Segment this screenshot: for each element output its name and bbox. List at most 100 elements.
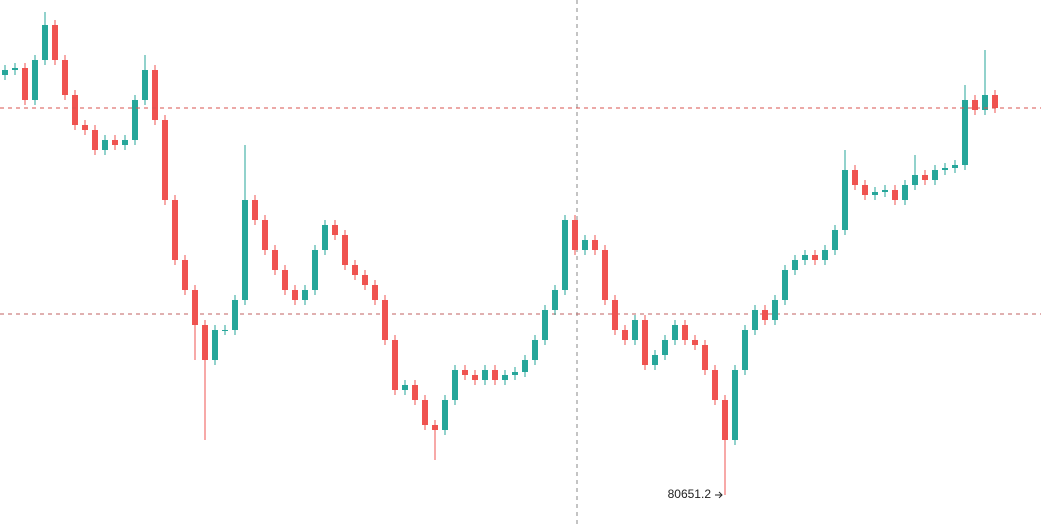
candle-body: [142, 70, 148, 100]
candle-body: [92, 130, 98, 150]
candle-body: [952, 165, 958, 168]
candle-body: [942, 168, 948, 170]
candle-body: [272, 250, 278, 270]
candle-body: [842, 170, 848, 230]
candle-body: [592, 240, 598, 250]
candle-body: [262, 220, 268, 250]
candle-body: [422, 400, 428, 425]
candle-body: [502, 375, 508, 380]
candle-body: [242, 200, 248, 300]
candle-body: [372, 285, 378, 300]
candle-body: [292, 290, 298, 300]
candle-body: [122, 140, 128, 145]
candle-body: [722, 400, 728, 440]
candle-body: [172, 200, 178, 260]
candle-body: [402, 385, 408, 390]
candle-body: [52, 25, 58, 60]
candle-body: [962, 100, 968, 165]
candle-body: [602, 250, 608, 300]
candle-body: [852, 170, 858, 185]
candle-body: [452, 370, 458, 400]
candle-body: [552, 290, 558, 310]
candle-body: [822, 250, 828, 260]
candle-body: [642, 320, 648, 365]
candle-body: [382, 300, 388, 340]
candle-body: [482, 370, 488, 380]
candle-body: [662, 340, 668, 355]
candle-body: [632, 320, 638, 340]
candle-body: [802, 255, 808, 260]
candle-body: [182, 260, 188, 290]
candle-body: [202, 325, 208, 360]
candle-body: [222, 330, 228, 331]
candle-body: [312, 250, 318, 290]
candle-body: [862, 185, 868, 195]
candle-body: [32, 60, 38, 100]
candle-body: [912, 175, 918, 185]
candle-body: [972, 100, 978, 110]
candle-body: [812, 255, 818, 260]
candle-body: [72, 95, 78, 125]
candle-body: [102, 140, 108, 150]
candle-body: [532, 340, 538, 360]
candle-body: [712, 370, 718, 400]
candle-body: [42, 25, 48, 60]
candle-body: [672, 325, 678, 340]
candle-body: [622, 330, 628, 340]
candle-body: [162, 120, 168, 200]
candle-body: [252, 200, 258, 220]
candle-body: [392, 340, 398, 390]
candle-body: [132, 100, 138, 140]
candle-body: [762, 310, 768, 320]
candle-body: [62, 60, 68, 95]
candle-body: [752, 310, 758, 330]
candle-body: [582, 240, 588, 250]
candle-body: [832, 230, 838, 250]
candle-body: [472, 375, 478, 380]
candle-body: [702, 345, 708, 370]
candle-body: [992, 95, 998, 108]
candle-body: [792, 260, 798, 270]
candle-body: [732, 370, 738, 440]
candle-body: [682, 325, 688, 340]
candle-body: [462, 370, 468, 375]
candle-body: [692, 340, 698, 345]
low-arrow: [715, 491, 723, 499]
candle-body: [782, 270, 788, 300]
candle-body: [412, 385, 418, 400]
candle-body: [512, 372, 518, 375]
candle-body: [892, 190, 898, 200]
candle-body: [352, 265, 358, 275]
candle-body: [572, 220, 578, 250]
candle-body: [302, 290, 308, 300]
candle-body: [442, 400, 448, 430]
candle-body: [232, 300, 238, 330]
candle-body: [982, 95, 988, 110]
candle-body: [742, 330, 748, 370]
candle-body: [322, 225, 328, 250]
candle-body: [652, 355, 658, 365]
candle-body: [772, 300, 778, 320]
candle-body: [492, 370, 498, 380]
candle-body: [872, 192, 878, 195]
candle-body: [152, 70, 158, 120]
candle-body: [22, 68, 28, 100]
candle-body: [362, 275, 368, 285]
candle-body: [82, 125, 88, 130]
candle-body: [112, 140, 118, 145]
candle-body: [562, 220, 568, 290]
candle-body: [432, 425, 438, 430]
candle-body: [12, 68, 18, 70]
candle-body: [932, 170, 938, 180]
candle-body: [2, 70, 8, 75]
candle-body: [332, 225, 338, 235]
candle-body: [192, 290, 198, 325]
candle-body: [902, 185, 908, 200]
candle-body: [342, 235, 348, 265]
candle-body: [922, 175, 928, 180]
candle-body: [542, 310, 548, 340]
candle-body: [522, 360, 528, 372]
candle-body: [882, 190, 888, 192]
